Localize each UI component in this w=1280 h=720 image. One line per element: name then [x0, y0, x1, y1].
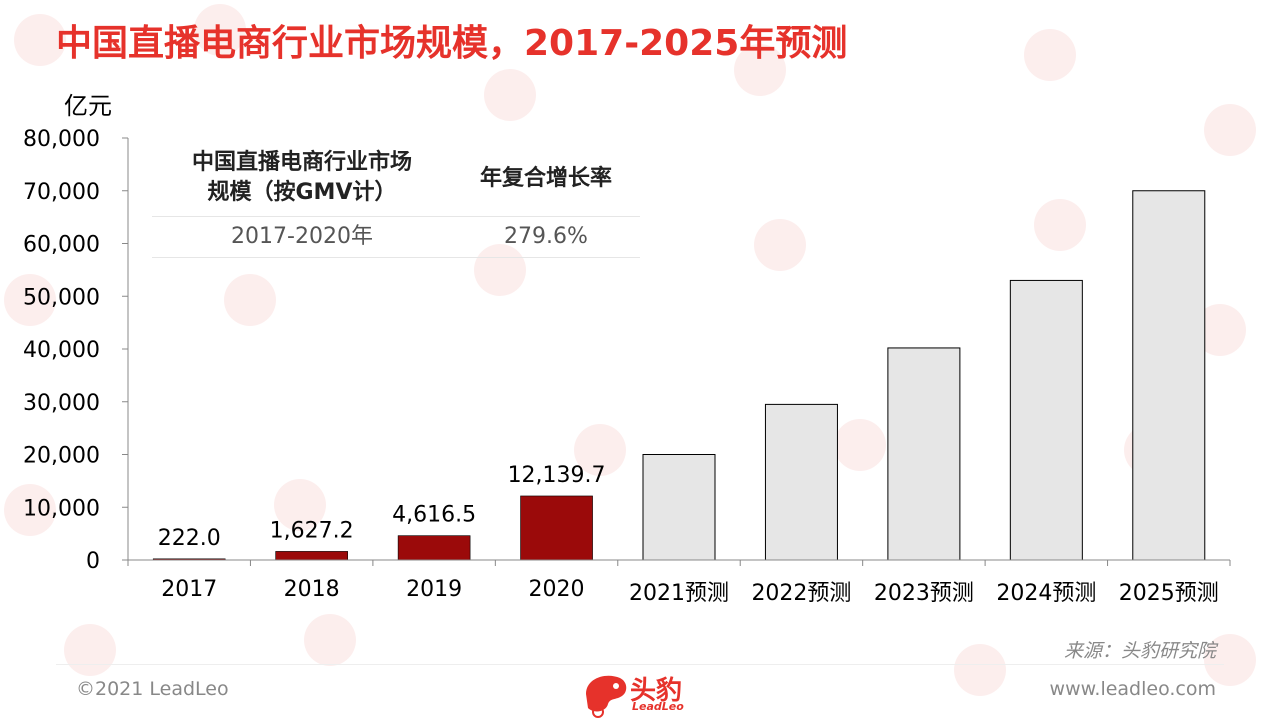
x-tick-label: 2023预测 — [874, 581, 974, 606]
x-tick-label: 2025预测 — [1119, 581, 1219, 606]
cagr-table: 中国直播电商行业市场 规模（按GMV计） 年复合增长率 2017-2020年 27… — [152, 146, 640, 258]
x-tick-label: 2020 — [529, 577, 585, 602]
forecast-bar — [642, 454, 716, 561]
page-title: 中国直播电商行业市场规模，2017-2025年预测 — [56, 23, 848, 64]
cagr-rate: 279.6% — [504, 224, 588, 249]
y-tick-label: 30,000 — [23, 391, 100, 416]
cagr-table-header: 中国直播电商行业市场 规模（按GMV计） 年复合增长率 — [152, 146, 640, 217]
y-tick-label: 70,000 — [23, 180, 100, 205]
bar-value-label: 222.0 — [158, 526, 221, 551]
cagr-table-row: 2017-2020年 279.6% — [152, 217, 640, 258]
cagr-period: 2017-2020年 — [231, 224, 373, 249]
actual-bar — [520, 495, 593, 561]
y-tick-label: 80,000 — [23, 127, 100, 152]
y-tick-label: 60,000 — [23, 233, 100, 258]
y-tick-label: 20,000 — [23, 444, 100, 469]
forecast-bar — [764, 403, 838, 561]
bar-value-label: 1,627.2 — [270, 518, 354, 543]
footer-divider — [56, 664, 1224, 665]
actual-bar — [275, 551, 348, 561]
website-url: www.leadleo.com — [1049, 678, 1216, 700]
forecast-bar — [1009, 279, 1083, 561]
logo-subtext: LeadLeo — [632, 700, 684, 713]
x-tick-label: 2017 — [161, 577, 217, 602]
y-axis-unit-label: 亿元 — [64, 92, 112, 120]
forecast-bar — [1132, 190, 1206, 561]
x-tick-label: 2018 — [284, 577, 340, 602]
leadleo-logo-icon — [586, 675, 627, 718]
x-tick-label: 2024预测 — [996, 581, 1096, 606]
y-tick-label: 0 — [86, 549, 100, 574]
x-tick-label: 2022预测 — [751, 581, 851, 606]
bars-group: 222.0 1,627.2 4,616.5 12,139.7 — [152, 190, 1206, 561]
logo-text: 头豹 — [630, 676, 683, 706]
y-tick-label: 10,000 — [23, 496, 100, 521]
cagr-table-col1-header: 中国直播电商行业市场 规模（按GMV计） — [191, 150, 412, 205]
source-note: 来源：头豹研究院 — [1063, 640, 1216, 662]
x-tick-label: 2021预测 — [629, 581, 729, 606]
cagr-table-col2-header: 年复合增长率 — [479, 166, 612, 191]
x-axis: 2017 2018 2019 2020 2021预测 2022预测 2023预测 2024预测… — [127, 559, 1231, 606]
bar-value-label: 12,139.7 — [508, 463, 606, 488]
actual-bar — [397, 535, 471, 561]
copyright-text: ©2021 LeadLeo — [76, 678, 229, 700]
y-tick-label: 40,000 — [23, 338, 100, 363]
forecast-bar — [887, 347, 961, 561]
x-tick-label: 2019 — [406, 577, 462, 602]
bar-chart: 0 10,000 20,000 30,000 40,000 50,000 60,000 70,… — [23, 127, 1231, 606]
bar-value-label: 4,616.5 — [392, 503, 476, 528]
y-axis: 0 10,000 20,000 30,000 40,000 50,000 60,000 70,… — [23, 127, 129, 574]
y-tick-label: 50,000 — [23, 285, 100, 310]
